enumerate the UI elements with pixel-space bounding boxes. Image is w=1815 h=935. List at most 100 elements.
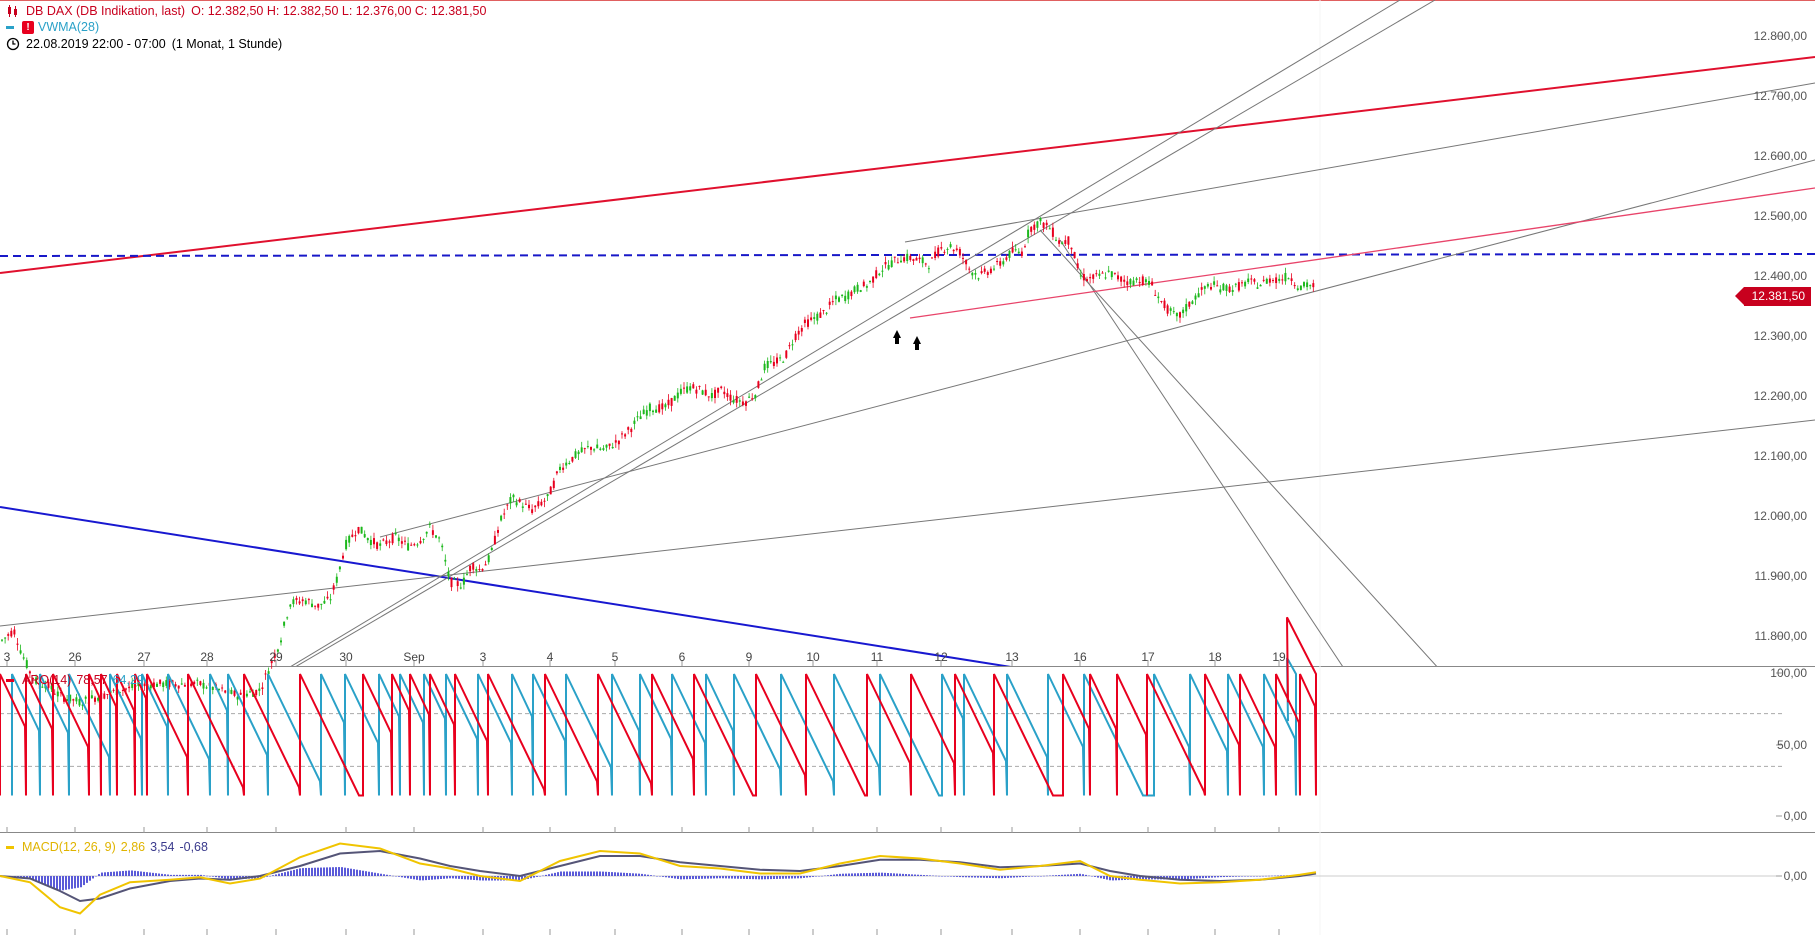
- macd-histogram-bar: [1214, 876, 1216, 878]
- candle-body: [503, 513, 506, 515]
- candle-body: [512, 494, 515, 498]
- candle-body: [199, 681, 202, 685]
- macd-histogram-bar: [935, 875, 937, 877]
- overlay-legend: ! VWMA(28): [6, 20, 99, 34]
- candle-body: [1123, 279, 1126, 282]
- candle-body: [701, 390, 704, 395]
- candle-body: [196, 679, 199, 681]
- macd-histogram-bar: [77, 876, 79, 888]
- candle-body: [143, 683, 146, 687]
- aroon-down-line: [11, 657, 1297, 797]
- candle-body: [698, 385, 701, 387]
- macd-histogram-bar: [155, 873, 157, 876]
- candle-body: [156, 683, 158, 687]
- macd-histogram-bar: [872, 872, 874, 876]
- macd-histogram-bar: [449, 876, 451, 879]
- macd-histogram-bar: [599, 871, 601, 876]
- macd-histogram-bar: [1190, 876, 1192, 879]
- macd-histogram-bar: [938, 875, 940, 877]
- candle-body: [568, 462, 571, 464]
- candle-body: [1126, 281, 1129, 286]
- grey-trendline-lower: [0, 419, 1815, 627]
- candle-body: [103, 693, 106, 699]
- macd-histogram-bar: [53, 876, 55, 888]
- macd-histogram-bar: [356, 869, 358, 876]
- candle-body: [267, 671, 270, 674]
- macd-histogram-bar: [680, 876, 682, 880]
- candle-body: [19, 650, 22, 654]
- macd-histogram-bar: [1229, 876, 1231, 877]
- macd-histogram-bar: [212, 876, 214, 877]
- candle-body: [1089, 277, 1092, 279]
- candle-body: [301, 599, 304, 602]
- candle-body: [1265, 278, 1268, 284]
- candle-body: [962, 257, 964, 259]
- macd-histogram-bar: [1244, 876, 1246, 877]
- macd-label[interactable]: MACD(12, 26, 9): [22, 840, 116, 854]
- macd-histogram-bar: [65, 876, 67, 890]
- candle-body: [831, 301, 834, 303]
- macd-histogram-bar: [710, 876, 712, 879]
- macd-histogram-bar: [875, 872, 877, 876]
- candle-body: [1064, 240, 1067, 244]
- candle-body: [249, 691, 251, 693]
- candle-body: [317, 603, 320, 608]
- candle-body: [608, 443, 611, 446]
- candle-body: [400, 541, 403, 544]
- aroon-label[interactable]: ARO(14): [22, 673, 72, 687]
- instrument-name[interactable]: DB DAX (DB Indikation, last): [26, 4, 186, 18]
- candle-body: [1303, 282, 1305, 287]
- macd-histogram-bar: [170, 874, 172, 876]
- macd-histogram-bar: [1115, 876, 1117, 881]
- candle-body: [292, 599, 295, 605]
- candle-body: [280, 640, 282, 643]
- candle-body: [996, 261, 999, 263]
- macd-histogram-bar: [659, 876, 661, 877]
- candle-body: [1030, 226, 1033, 232]
- candle-body: [552, 480, 555, 489]
- trendline-group: [0, 0, 1815, 666]
- macd-histogram-bar: [887, 873, 889, 876]
- macd-histogram-bar: [632, 873, 634, 876]
- candle-body: [149, 685, 152, 689]
- candle-body: [707, 396, 710, 398]
- warning-icon[interactable]: !: [22, 20, 34, 34]
- candle-body: [16, 643, 19, 645]
- candle-body: [1185, 304, 1188, 312]
- candle-body: [676, 392, 679, 399]
- candle-body: [478, 569, 481, 571]
- candle-body: [1020, 251, 1023, 256]
- macd-histogram-bar: [677, 876, 679, 879]
- macd-histogram-bar: [509, 876, 511, 881]
- candle-body: [937, 247, 940, 257]
- candle-body: [218, 689, 220, 691]
- candle-body: [518, 499, 521, 502]
- macd-histogram-bar: [419, 876, 421, 881]
- macd-histogram-bar: [80, 876, 82, 888]
- candle-body: [1024, 246, 1026, 248]
- candle-body: [1191, 301, 1194, 304]
- macd-histogram-bar: [764, 876, 766, 880]
- macd-histogram-bar: [167, 874, 169, 876]
- macd-histogram-bar: [395, 876, 397, 877]
- macd-histogram-bar: [827, 875, 829, 876]
- candle-body: [1231, 289, 1234, 292]
- candle-body: [1278, 278, 1281, 281]
- macd-histogram-bar: [59, 876, 61, 891]
- macd-histogram-bar: [638, 873, 640, 876]
- vwma-label[interactable]: VWMA(28): [38, 20, 100, 34]
- macd-histogram-bar: [809, 876, 811, 878]
- candle-body: [338, 566, 341, 570]
- macd-signal-line: [0, 849, 1317, 903]
- candle-body: [1200, 287, 1203, 290]
- candle-body: [726, 393, 729, 397]
- macd-histogram-bar: [653, 875, 655, 877]
- candle-body: [590, 446, 592, 450]
- macd-histogram-bar: [1265, 875, 1267, 877]
- macd-histogram-bar: [1271, 875, 1273, 877]
- macd-histogram-bar: [41, 876, 43, 884]
- x-tick-label: 19: [1272, 650, 1286, 664]
- macd-histogram-bar: [1088, 875, 1090, 877]
- candle-body: [78, 699, 81, 706]
